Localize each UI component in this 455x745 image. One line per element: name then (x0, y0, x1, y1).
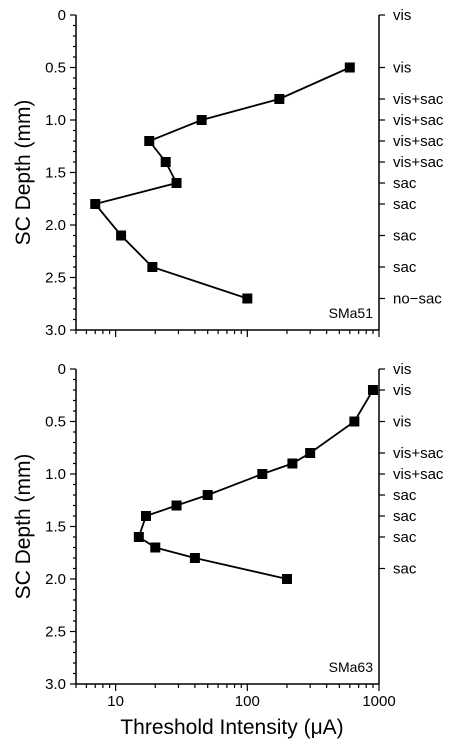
data-point (287, 459, 297, 469)
right-category-label: vis+sac (393, 133, 444, 150)
right-category-label: sac (393, 487, 417, 504)
right-category-label: vis (393, 7, 411, 24)
data-point (161, 157, 171, 167)
y-tick-label: 0 (58, 361, 66, 378)
data-point (144, 136, 154, 146)
right-category-label: sac (393, 175, 417, 192)
data-point (116, 231, 126, 241)
right-category-label: vis+sac (393, 445, 444, 462)
y-tick-label: 1.5 (45, 165, 66, 182)
right-category-label: sac (393, 529, 417, 546)
y-tick-label: 1.0 (45, 112, 66, 129)
data-point (147, 262, 157, 272)
data-point (257, 469, 267, 479)
y-axis-title: SC Depth (mm) (12, 100, 35, 246)
right-category-label: vis+sac (393, 91, 444, 108)
panel-sma63: 0 0.5 1.0 1.5 2.0 2.5 3.0 10 100 1000 vis vis vis vis… (12, 361, 444, 710)
x-tick-label: 10 (107, 693, 124, 710)
panel-label: SMa63 (329, 659, 374, 675)
y-tick-label: 2.0 (45, 571, 66, 588)
right-category-label: sac (393, 228, 417, 245)
y-tick-label: 0.5 (45, 414, 66, 431)
data-point (190, 553, 200, 563)
x-tick-label: 100 (235, 693, 260, 710)
x-tick-label: 1000 (362, 693, 395, 710)
y-axis-title: SC Depth (mm) (12, 454, 35, 600)
y-tick-label: 0.5 (45, 60, 66, 77)
y-tick-label: 3.0 (45, 322, 66, 339)
data-point (150, 543, 160, 553)
y-tick-label: 2.0 (45, 217, 66, 234)
right-category-label: vis (393, 60, 411, 77)
data-point (134, 532, 144, 542)
data-point (282, 574, 292, 584)
series-line (95, 68, 350, 299)
y-tick-label: 3.0 (45, 676, 66, 693)
data-point (203, 490, 213, 500)
data-point (274, 94, 284, 104)
right-category-label: sac (393, 196, 417, 213)
series-line (139, 390, 373, 579)
data-point (90, 199, 100, 209)
y-tick-label: 1.0 (45, 466, 66, 483)
data-point (242, 294, 252, 304)
right-category-label: vis+sac (393, 112, 444, 129)
data-point (141, 511, 151, 521)
right-category-label: vis+sac (393, 466, 444, 483)
data-point (197, 115, 207, 125)
right-category-label: vis (393, 414, 411, 431)
panel-label: SMa51 (329, 305, 374, 321)
right-category-label: sac (393, 259, 417, 276)
x-axis-title: Threshold Intensity (μA) (120, 716, 343, 739)
data-point (172, 501, 182, 511)
panel-smа51: 0 0.5 1.0 1.5 2.0 2.5 3.0 vis vis vis+sac vis+sac v… (12, 7, 444, 339)
data-point (172, 178, 182, 188)
y-tick-label: 1.5 (45, 519, 66, 536)
y-tick-label: 2.5 (45, 270, 66, 287)
data-point (305, 448, 315, 458)
data-point (349, 417, 359, 427)
right-category-label: sac (393, 508, 417, 525)
right-category-label: vis+sac (393, 154, 444, 171)
right-category-label: no−sac (393, 291, 442, 308)
data-point (368, 385, 378, 395)
right-category-label: vis (393, 382, 411, 399)
y-tick-label: 0 (58, 7, 66, 24)
right-category-label: sac (393, 561, 417, 578)
data-point (345, 63, 355, 73)
y-tick-label: 2.5 (45, 624, 66, 641)
right-category-label: vis (393, 361, 411, 378)
